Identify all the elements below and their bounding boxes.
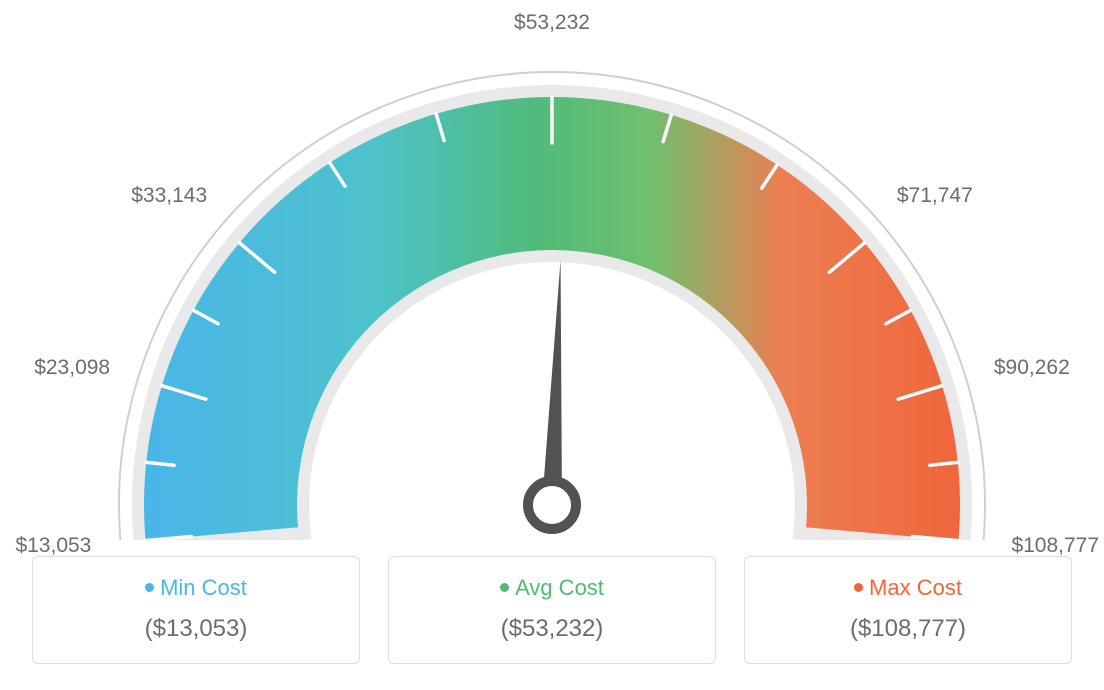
legend-box: Max Cost ($108,777)	[744, 556, 1072, 664]
legend-row: Min Cost ($13,053) Avg Cost ($53,232) Max Co…	[32, 556, 1072, 664]
scale-label: $108,777	[1011, 534, 1099, 558]
scale-label: $23,098	[34, 356, 110, 380]
scale-label: $33,143	[131, 184, 207, 208]
gauge-area: $13,053$23,098$33,143$53,232$71,747$90,2…	[0, 0, 1104, 540]
legend-title-text: Min Cost	[160, 575, 247, 600]
legend-title: Max Cost	[755, 575, 1061, 601]
scale-label: $71,747	[897, 184, 973, 208]
scale-label: $53,232	[514, 11, 590, 35]
legend-box: Min Cost ($13,053)	[32, 556, 360, 664]
scale-label: $13,053	[15, 534, 91, 558]
legend-value: ($108,777)	[755, 615, 1061, 643]
legend-title: Min Cost	[43, 575, 349, 601]
legend-title: Avg Cost	[399, 575, 705, 601]
scale-label: $90,262	[994, 356, 1070, 380]
legend-dot-icon	[854, 583, 863, 592]
cost-gauge-chart: $13,053 $23,098 $33,143 $53,232 $71,747 $90,2…	[0, 0, 1104, 690]
legend-dot-icon	[145, 583, 154, 592]
legend-title-text: Avg Cost	[515, 575, 604, 600]
legend-title-text: Max Cost	[869, 575, 962, 600]
legend-box: Avg Cost ($53,232)	[388, 556, 716, 664]
legend-dot-icon	[500, 583, 509, 592]
legend-value: ($53,232)	[399, 615, 705, 643]
gauge-svg	[0, 0, 1104, 540]
legend-value: ($13,053)	[43, 615, 349, 643]
